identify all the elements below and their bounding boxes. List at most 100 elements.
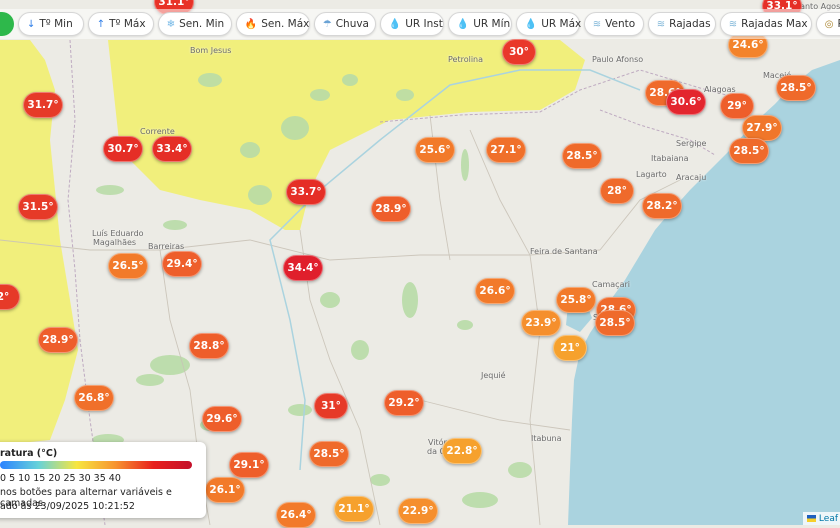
toolbar-button-label: Vento	[605, 18, 636, 30]
map-attribution[interactable]: Leaf	[802, 512, 840, 525]
temperature-marker[interactable]: 27.1°	[486, 137, 526, 163]
yellow-central-region	[108, 40, 585, 230]
temperature-marker[interactable]: 33.7°	[286, 179, 326, 205]
place-label: Santo Agost	[795, 2, 840, 11]
toolbar-button-chuva[interactable]: ☂ Chuva	[313, 12, 376, 36]
toolbar-button-vento[interactable]: ≋ Vento	[583, 12, 644, 36]
temperature-marker[interactable]: 30.6°	[666, 89, 706, 115]
place-label: Magalhães	[93, 238, 137, 247]
legend-updated-time: ado às 23/09/2025 10:21:52	[0, 501, 135, 512]
temperature-marker[interactable]: 21.1°	[334, 496, 374, 522]
toolbar-button-icon: 🔥	[244, 18, 258, 30]
temperature-marker[interactable]: 28.5°	[776, 75, 816, 101]
place-label: Sergipe	[676, 139, 707, 148]
toolbar-button-rajadas-max[interactable]: ≋ Rajadas Max	[719, 12, 812, 36]
toolbar-button-sen-m-x[interactable]: 🔥 Sen. Máx	[235, 12, 310, 36]
temperature-marker[interactable]: 29.4°	[162, 251, 202, 277]
temperature-marker[interactable]: 26.8°	[74, 385, 114, 411]
active-variable-indicator[interactable]	[0, 12, 14, 36]
place-label: Feira de Santana	[530, 247, 598, 256]
temperature-legend: ratura (°C) 0 5 10 15 20 25 30 35 40 nos…	[0, 442, 206, 518]
place-label: Camaçari	[592, 280, 630, 289]
toolbar-button-t-m-x[interactable]: ↑ Tº Máx	[87, 12, 154, 36]
state-borders	[67, 39, 746, 525]
toolbar-button-label: Rajadas	[669, 18, 711, 30]
temperature-marker[interactable]: 28.8°	[189, 333, 229, 359]
temperature-marker[interactable]: 31°	[314, 393, 348, 419]
temperature-marker[interactable]: 28.5°	[309, 441, 349, 467]
temperature-marker[interactable]: 28.9°	[371, 196, 411, 222]
temperature-marker[interactable]: 22.9°	[398, 498, 438, 524]
toolbar-button-label: Tº Máx	[109, 18, 146, 30]
toolbar-button-label: Sen. Máx	[261, 18, 310, 30]
temperature-marker[interactable]: 29.6°	[202, 406, 242, 432]
temperature-marker[interactable]: 25.6°	[415, 137, 455, 163]
temperature-marker[interactable]: 33.4°	[152, 136, 192, 162]
place-label: Barreiras	[148, 242, 185, 251]
temperature-marker[interactable]: 28.9°	[38, 327, 78, 353]
toolbar-button-pre[interactable]: ◎Pre	[815, 12, 840, 36]
toolbar-button-label: Tº Min	[39, 18, 73, 30]
temperature-marker[interactable]: 30°	[502, 39, 536, 65]
ukraine-flag-icon	[806, 515, 816, 522]
temperature-marker[interactable]: 28°	[600, 178, 634, 204]
toolbar-button-rajadas[interactable]: ≋ Rajadas	[647, 12, 716, 36]
toolbar-button-icon: ≋	[656, 18, 666, 30]
toolbar-button-label: UR Inst	[405, 18, 443, 30]
legend-color-scale	[0, 461, 192, 469]
place-label: Luís Eduardo	[92, 229, 144, 238]
temperature-marker[interactable]: 28.5°	[562, 143, 602, 169]
temperature-marker[interactable]: 2°	[0, 284, 20, 310]
temperature-marker[interactable]: 29.1°	[229, 452, 269, 478]
toolbar-button-icon: ↓	[27, 18, 36, 30]
place-label: Vitór	[428, 438, 447, 447]
toolbar-button-label: UR Mín	[473, 18, 511, 30]
temperature-marker[interactable]: 34.4°	[283, 255, 323, 281]
temperature-marker[interactable]: 29.2°	[384, 390, 424, 416]
legend-hint: nos botões para alternar variáveis e cam…	[0, 487, 172, 509]
place-label: Petrolina	[448, 55, 484, 64]
temperature-marker[interactable]: 26.6°	[475, 278, 515, 304]
toolbar-button-t-min[interactable]: ↓ Tº Min	[18, 12, 84, 36]
legend-ticks: 0 5 10 15 20 25 30 35 40	[0, 473, 121, 484]
temperature-marker[interactable]: 23.9°	[521, 310, 561, 336]
temperature-marker[interactable]: 29°	[720, 93, 754, 119]
temperature-marker[interactable]: 26.5°	[108, 253, 148, 279]
toolbar-button-label: UR Máx	[541, 18, 582, 30]
toolbar-button-ur-m-x[interactable]: 💧 UR Máx	[515, 12, 582, 36]
temperature-marker[interactable]: 25.8°	[556, 287, 596, 313]
toolbar-button-ur-m-n[interactable]: 💧 UR Mín	[447, 12, 512, 36]
variable-toolbar: ↓ Tº Min ↑ Tº Máx ❄ Sen. Min 🔥 Sen. Máx ☂ Chuva 💧 U…	[0, 9, 840, 39]
temperature-marker[interactable]: 22.8°	[442, 438, 482, 464]
toolbar-button-icon: ≋	[592, 18, 602, 30]
toolbar-button-icon: 💧	[524, 18, 538, 30]
toolbar-button-icon: ❄	[166, 18, 176, 30]
place-label: Jequié	[481, 371, 506, 380]
temperature-marker[interactable]: 31.5°	[18, 194, 58, 220]
temperature-marker[interactable]: 26.1°	[205, 477, 245, 503]
legend-title: ratura (°C)	[0, 448, 58, 459]
place-label: Maceió	[763, 71, 792, 80]
temperature-marker[interactable]: 21°	[553, 335, 587, 361]
toolbar-button-icon: 💧	[456, 18, 470, 30]
toolbar-button-icon: ☂	[322, 18, 332, 30]
temperature-marker[interactable]: 26.4°	[276, 502, 316, 528]
temperature-marker[interactable]: 31.7°	[23, 92, 63, 118]
toolbar-button-label: Rajadas Max	[741, 18, 808, 30]
place-label: Corrente	[140, 127, 175, 136]
toolbar-button-ur-inst[interactable]: 💧 UR Inst	[379, 12, 444, 36]
temperature-marker[interactable]: 30.7°	[103, 136, 143, 162]
place-label: Lagarto	[636, 170, 667, 179]
sao-francisco-river	[269, 69, 641, 471]
ocean	[568, 60, 840, 525]
temperature-marker[interactable]: 28.5°	[595, 310, 635, 336]
attribution-link[interactable]: Leaf	[818, 513, 838, 524]
temperature-marker[interactable]: 28.5°	[729, 138, 769, 164]
toolbar-button-icon: ≋	[728, 18, 738, 30]
toolbar-button-icon: 💧	[388, 18, 402, 30]
toolbar-button-icon: ◎	[824, 18, 834, 30]
toolbar-button-icon: ↑	[96, 18, 106, 30]
temperature-marker[interactable]: 28.2°	[642, 193, 682, 219]
toolbar-button-sen-min[interactable]: ❄ Sen. Min	[157, 12, 232, 36]
toolbar-button-label: Sen. Min	[179, 18, 225, 30]
